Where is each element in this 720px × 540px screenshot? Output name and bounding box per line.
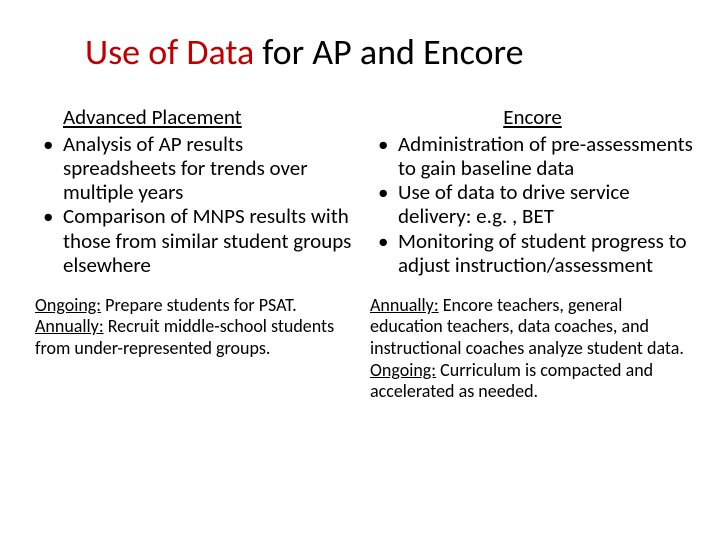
content-columns: Advanced Placement Analysis of AP result… (35, 104, 685, 403)
footer-label: Ongoing: (370, 359, 436, 381)
right-footer: Annually: Encore teachers, general educa… (370, 295, 695, 403)
left-heading: Advanced Placement (35, 104, 360, 130)
footer-line: Annually: Recruit middle-school students… (35, 316, 360, 359)
footer-label: Annually: (35, 315, 104, 337)
left-column: Advanced Placement Analysis of AP result… (35, 104, 360, 403)
left-footer: Ongoing: Prepare students for PSAT. Annu… (35, 295, 360, 360)
title-rest: for AP and Encore (254, 30, 523, 74)
list-item: Use of data to drive service delivery: e… (370, 180, 695, 228)
footer-line: Ongoing: Prepare students for PSAT. (35, 295, 360, 317)
footer-line: Ongoing: Curriculum is compacted and acc… (370, 360, 695, 403)
list-item: Monitoring of student progress to adjust… (370, 229, 695, 277)
list-item: Comparison of MNPS results with those fr… (35, 204, 360, 276)
footer-label: Ongoing: (35, 294, 101, 316)
footer-label: Annually: (370, 294, 439, 316)
left-bullets: Analysis of AP results spreadsheets for … (35, 132, 360, 277)
slide-title: Use of Data for AP and Encore (35, 30, 685, 74)
footer-body: Prepare students for PSAT. (101, 294, 297, 316)
right-column: Encore Administration of pre-assessments… (370, 104, 695, 403)
right-bullets: Administration of pre-assessments to gai… (370, 132, 695, 277)
title-accent: Use of Data (85, 30, 254, 74)
list-item: Analysis of AP results spreadsheets for … (35, 132, 360, 204)
footer-line: Annually: Encore teachers, general educa… (370, 295, 695, 360)
right-heading: Encore (370, 104, 695, 130)
list-item: Administration of pre-assessments to gai… (370, 132, 695, 180)
